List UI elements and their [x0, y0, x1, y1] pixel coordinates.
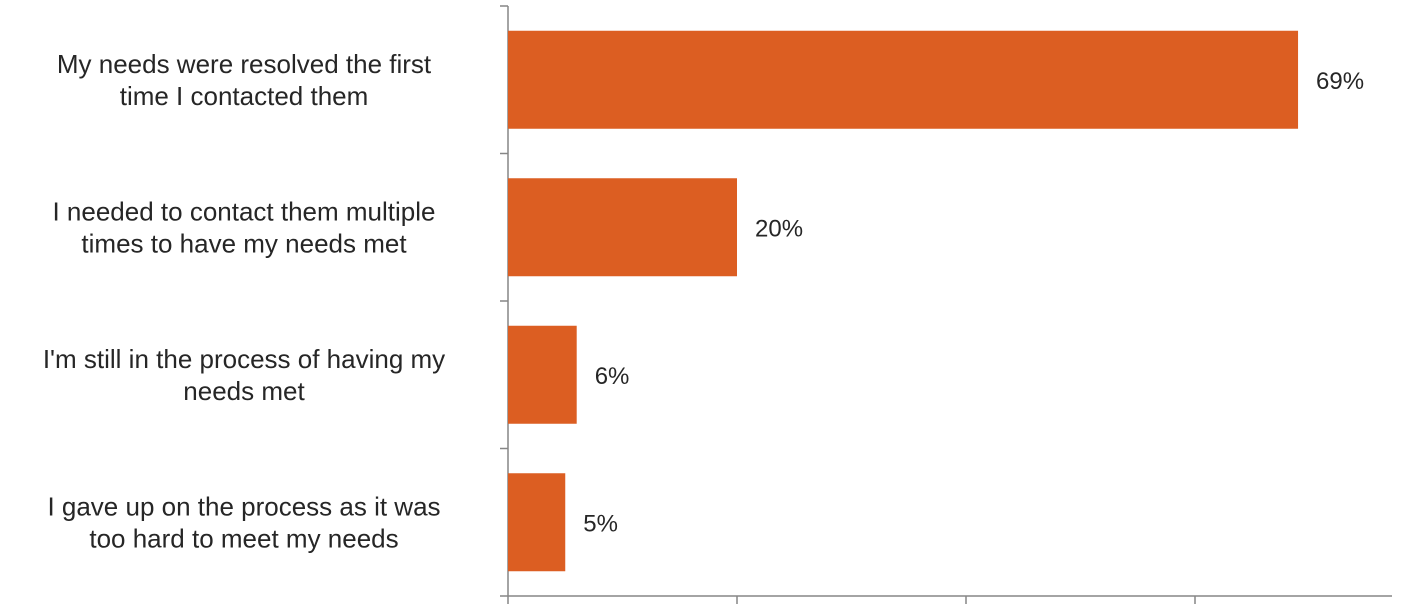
category-label-line: needs met [183, 376, 305, 406]
bar [508, 325, 577, 424]
category-label-line: I'm still in the process of having my [43, 344, 445, 374]
category-label-line: time I contacted them [120, 81, 369, 111]
bar [508, 473, 566, 572]
category-label: My needs were resolved the first time I c… [57, 49, 432, 111]
bars-group [508, 30, 1299, 572]
data-label: 69% [1316, 68, 1364, 95]
bar [508, 30, 1299, 129]
category-label-line: My needs were resolved the first [57, 49, 432, 79]
data-label: 5% [583, 510, 618, 537]
category-label-line: I gave up on the process as it was [47, 491, 440, 521]
category-label-line: too hard to meet my needs [89, 523, 398, 553]
bar [508, 178, 737, 277]
x-axis-ticks [507, 596, 1196, 604]
value-labels-group: 69% 20% 6% 5% [583, 68, 1364, 538]
category-label: I'm still in the process of having my nee… [43, 344, 445, 406]
data-label: 20% [755, 215, 803, 242]
category-label-line: I needed to contact them multiple [52, 196, 435, 226]
y-axis-ticks [500, 5, 508, 597]
data-label: 6% [595, 363, 630, 390]
category-label: I needed to contact them multiple times t… [52, 196, 435, 258]
category-labels-group: My needs were resolved the first time I c… [43, 49, 445, 554]
category-label-line: times to have my needs met [81, 228, 407, 258]
category-label: I gave up on the process as it was too ha… [47, 491, 440, 553]
